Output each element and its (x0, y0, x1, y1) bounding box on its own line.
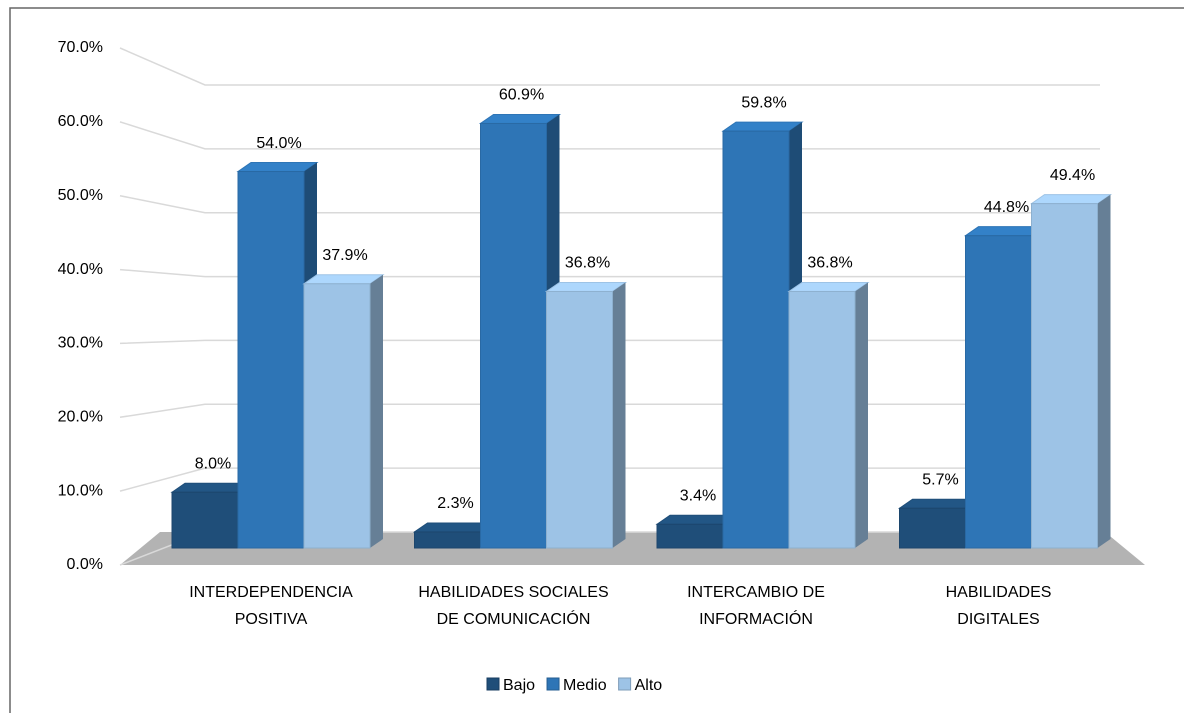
data-label: 8.0% (195, 455, 231, 472)
y-tick-label: 0.0% (67, 556, 103, 573)
bar (237, 171, 305, 549)
bar-top (1029, 194, 1113, 205)
data-label: 54.0% (256, 135, 301, 152)
bar (1031, 203, 1098, 549)
y-tick-label: 40.0% (58, 261, 103, 278)
data-label: 44.8% (984, 199, 1029, 216)
bar-top (302, 274, 385, 285)
bar-side (370, 274, 383, 548)
bar-side (1097, 194, 1111, 548)
data-label: 36.8% (807, 255, 852, 272)
data-label: 36.8% (565, 255, 610, 272)
y-tick-label: 60.0% (58, 113, 103, 130)
bar-top (721, 121, 804, 132)
data-label: 60.9% (499, 87, 544, 104)
bar (480, 122, 547, 549)
bar (546, 290, 613, 549)
frame (9, 7, 1184, 713)
bar-top (544, 281, 628, 292)
bar-side (855, 282, 868, 548)
y-tick-label: 50.0% (58, 187, 103, 204)
y-tick-label: 20.0% (58, 409, 103, 426)
x-tick-label: INTERCAMBIO DE (687, 584, 825, 601)
legend-swatch (486, 677, 500, 691)
data-label: 2.3% (437, 495, 473, 512)
bar (899, 507, 966, 549)
x-tick-label: HABILIDADES SOCIALES (418, 584, 608, 601)
legend-label: Alto (635, 677, 663, 694)
bar-top (236, 162, 319, 173)
bar-top (787, 281, 870, 292)
data-label: 59.8% (741, 94, 786, 111)
legend-label: Medio (563, 677, 607, 694)
bar (965, 235, 1032, 549)
x-tick-label: DIGITALES (957, 611, 1039, 628)
bar (171, 491, 239, 549)
x-tick-label: INFORMACIÓN (699, 609, 813, 628)
bar (722, 130, 790, 549)
y-tick-label: 10.0% (58, 482, 103, 499)
y-tick-label: 70.0% (58, 39, 103, 56)
y-tick-label: 30.0% (58, 335, 103, 352)
data-label: 3.4% (680, 488, 716, 505)
legend-label: Bajo (503, 677, 535, 694)
bar (656, 523, 724, 549)
x-tick-label: DE COMUNICACIÓN (437, 609, 591, 628)
x-tick-label: HABILIDADES (946, 584, 1052, 601)
grid-line (119, 47, 1100, 86)
bar (303, 283, 371, 549)
legend-swatch (618, 677, 632, 691)
bar (788, 290, 856, 549)
data-label: 37.9% (322, 247, 367, 264)
bar-top (478, 113, 562, 124)
bar-side (612, 282, 626, 548)
x-tick-label: POSITIVA (235, 611, 308, 628)
x-tick-label: INTERDEPENDENCIA (189, 584, 353, 601)
bar (414, 531, 481, 549)
data-label: 5.7% (922, 471, 958, 488)
data-label: 49.4% (1050, 167, 1095, 184)
legend-swatch (546, 677, 560, 691)
